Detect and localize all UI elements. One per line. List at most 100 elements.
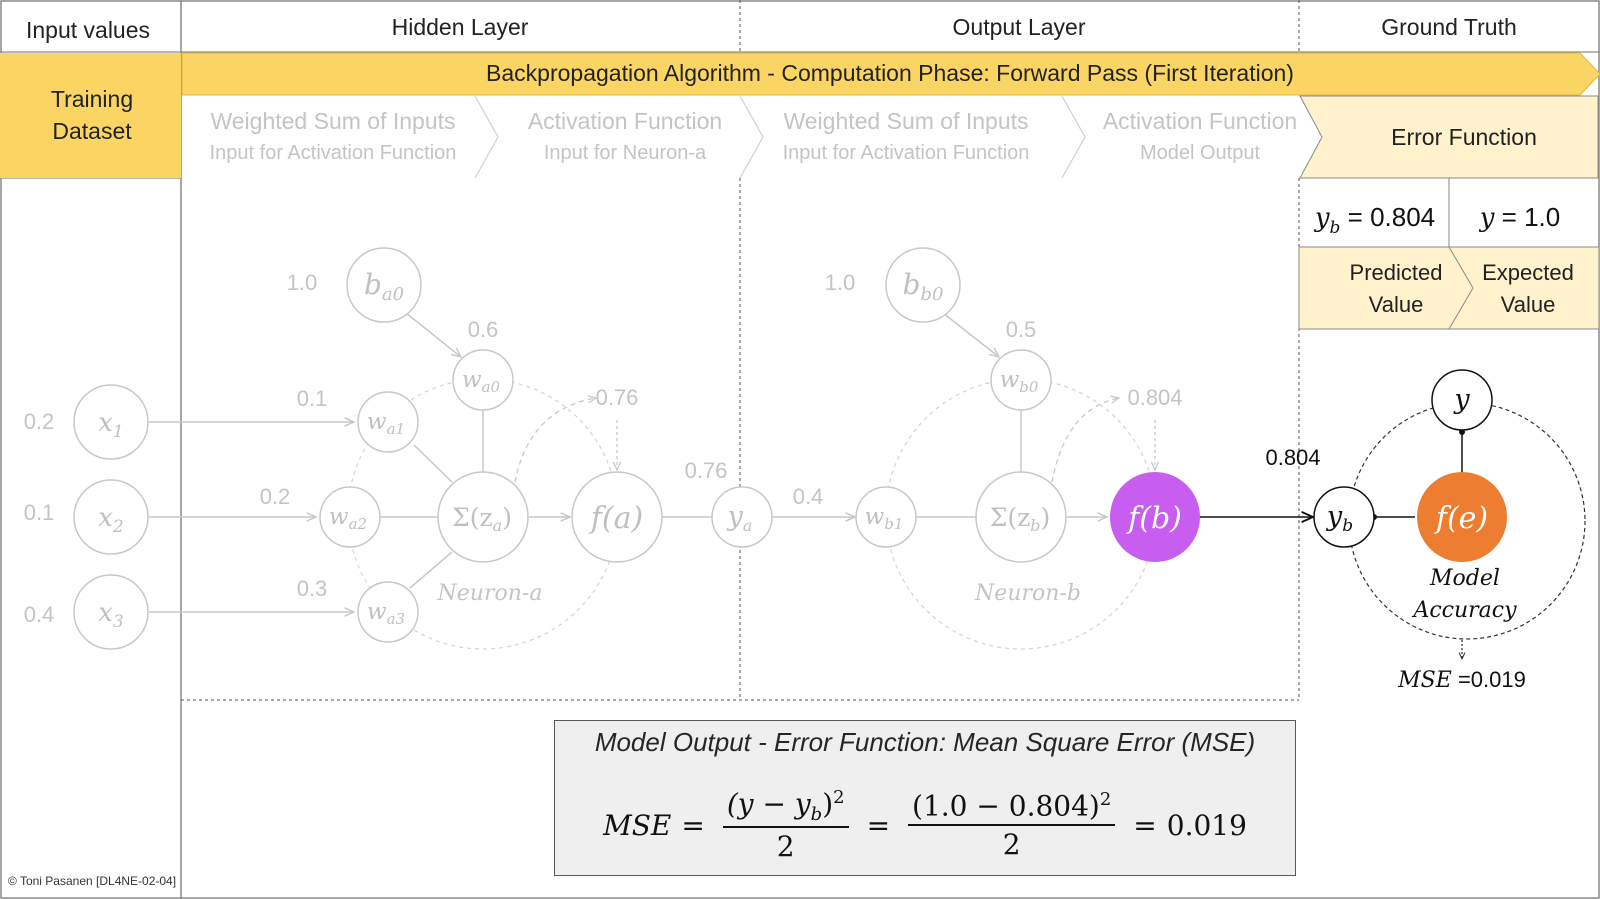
- x1-node: [73, 384, 149, 460]
- step-1-line2: Input for Activation Function: [210, 142, 457, 164]
- wa1-value: 0.1: [297, 386, 328, 411]
- fa-node: [571, 471, 663, 563]
- bb0-subscript: b0: [920, 284, 943, 305]
- wa0-value: 0.6: [468, 317, 499, 342]
- sum-a-symbol: Σ(z: [452, 503, 493, 532]
- yb-node: [1313, 486, 1375, 548]
- step-2-line2: Input for Neuron-a: [544, 142, 707, 164]
- mse-num2-exp: 2: [1099, 788, 1112, 810]
- wa1-subscript: a1: [387, 420, 406, 438]
- x3-subscript: 3: [113, 612, 124, 632]
- yb-value: = 0.804: [1340, 202, 1435, 232]
- wb0-value: 0.5: [1006, 317, 1037, 342]
- training-dataset-box: [0, 53, 181, 178]
- step-2-line1: Activation Function: [528, 108, 722, 134]
- step-chevron-3: [1061, 95, 1086, 179]
- ba0-value: 1.0: [287, 270, 318, 295]
- predicted-value-readout: yb = 0.804: [1314, 202, 1435, 238]
- sum-a-close: ): [502, 503, 512, 532]
- mse-result: 0.019: [1166, 808, 1247, 842]
- fe-node: [1417, 472, 1507, 562]
- x3-symbol: x: [98, 598, 113, 628]
- yb-symbol: y: [1314, 203, 1330, 233]
- sum-a-label: Σ(za): [452, 503, 512, 535]
- ba0-node: [346, 247, 422, 323]
- wa0-symbol: w: [462, 367, 482, 393]
- x3-label: x3: [98, 598, 124, 632]
- error-function-label: Error Function: [1391, 124, 1537, 150]
- step-chevron-2: [739, 95, 764, 179]
- x2-symbol: x: [98, 503, 113, 533]
- training-dataset-line1: Training: [51, 86, 133, 112]
- neuron-b-output-curve: [1051, 398, 1119, 483]
- neuron-a-output-curve: [514, 398, 596, 483]
- x3-node: [73, 574, 149, 650]
- output-value: 0.804: [1265, 445, 1320, 470]
- mse-equals-3: =: [1133, 808, 1157, 842]
- model-accuracy-line1: Model: [1429, 566, 1500, 591]
- mse-lhs: MSE: [603, 808, 672, 842]
- hidden-layer-header: Hidden Layer: [392, 14, 529, 40]
- banner-title: Backpropagation Algorithm - Computation …: [486, 60, 1294, 86]
- training-dataset-line2: Dataset: [52, 118, 132, 144]
- wa3-node: [357, 581, 419, 643]
- ya-symbol: y: [727, 501, 744, 532]
- wb0-label: wb0: [1000, 367, 1039, 396]
- predicted-label-2: Value: [1369, 292, 1424, 317]
- ba0-symbol: b: [364, 268, 382, 301]
- wa2-value: 0.2: [260, 484, 291, 509]
- yb-subscript: b: [1330, 218, 1341, 238]
- wa2-label: wa2: [329, 504, 367, 533]
- fa-output-value: 0.76: [596, 385, 639, 410]
- y-symbol: y: [1479, 203, 1495, 233]
- mse-fraction-numeric-denominator: 2: [1002, 828, 1021, 862]
- model-accuracy-line2: Accuracy: [1411, 598, 1517, 623]
- sum-b-symbol: Σ(z: [990, 503, 1031, 532]
- sum-b-subscript: b: [1030, 516, 1040, 535]
- mse-fraction-symbolic: (y − yb)2 2: [722, 786, 849, 863]
- x1-label: x1: [98, 408, 124, 442]
- wa3-label: wa3: [367, 599, 405, 628]
- predicted-label-1: Predicted: [1350, 260, 1443, 285]
- fa-label: f(a): [589, 501, 643, 536]
- wb0-node: [990, 349, 1052, 411]
- step-4-line2: Model Output: [1140, 142, 1261, 164]
- wa1-symbol: w: [367, 409, 387, 435]
- mse-readout: MSE =0.019: [1397, 667, 1526, 693]
- sum-b-node: [975, 471, 1067, 563]
- step-1-line1: Weighted Sum of Inputs: [210, 108, 455, 134]
- step-4-line1: Activation Function: [1103, 108, 1297, 134]
- expected-label-2: Value: [1501, 292, 1556, 317]
- mse-readout-label: MSE: [1397, 668, 1452, 693]
- mse-num1-sub: b: [810, 803, 823, 825]
- ground-truth-header: Ground Truth: [1381, 14, 1517, 40]
- wa2-node: [319, 486, 381, 548]
- ba0-connector: [405, 312, 461, 357]
- x3-value: 0.4: [24, 602, 55, 627]
- mse-fraction-symbolic-numerator: (y − yb)2: [722, 786, 849, 829]
- wa3-sum-line: [409, 551, 453, 589]
- input-values-header: Input values: [26, 17, 150, 43]
- mse-equals-1: =: [681, 808, 705, 842]
- wb1-value: 0.4: [793, 484, 824, 509]
- expected-value-readout: y = 1.0: [1479, 202, 1560, 233]
- y-value: = 1.0: [1494, 202, 1560, 232]
- wa3-subscript: a3: [387, 610, 406, 628]
- value-labels-chevron: [1448, 246, 1474, 330]
- step-3-line1: Weighted Sum of Inputs: [783, 108, 1028, 134]
- value-labels-box: [1298, 246, 1600, 330]
- mse-num1-exp: 2: [833, 786, 845, 808]
- x2-label: x2: [98, 503, 124, 537]
- neuron-b-label: Neuron-b: [974, 581, 1081, 606]
- ya-value: 0.76: [685, 458, 728, 483]
- bb0-label: bb0: [903, 268, 944, 305]
- ba0-label: ba0: [364, 268, 404, 305]
- y-node: [1431, 369, 1493, 431]
- wa2-subscript: a2: [349, 515, 368, 533]
- step-3-line2: Input for Activation Function: [783, 142, 1030, 164]
- x1-subscript: 1: [113, 422, 124, 442]
- mse-formula-box: Model Output - Error Function: Mean Squa…: [554, 720, 1296, 876]
- mse-fraction-numeric: (1.0 − 0.804)2 2: [908, 788, 1116, 862]
